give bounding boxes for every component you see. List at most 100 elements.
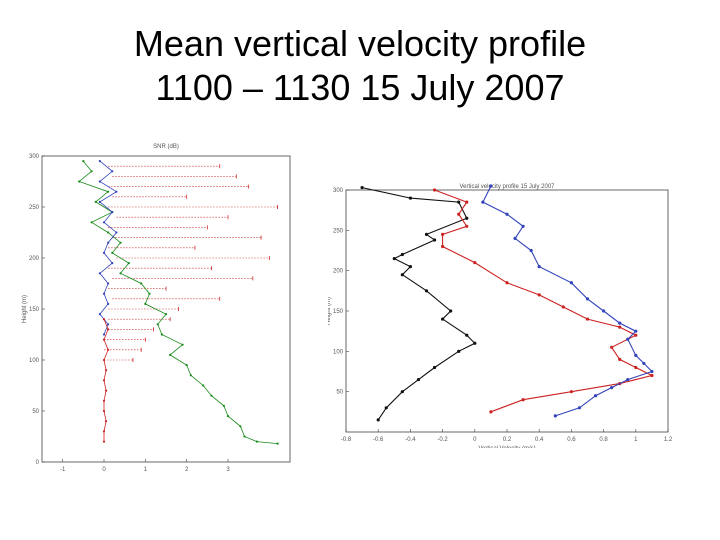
- right-series-1-point-3: [465, 224, 469, 228]
- left-series-1-point-13: [102, 292, 106, 295]
- right-series-2-point-20: [553, 414, 557, 418]
- right-x-tick-label-1: -0.6: [373, 437, 384, 443]
- left-series-2-point-2: [102, 338, 106, 341]
- left-series-2-point-8: [102, 399, 106, 402]
- right-series-2-point-0: [489, 184, 493, 188]
- right-series-2-point-2: [505, 212, 509, 216]
- left-series-0-point-2: [78, 180, 81, 183]
- left-series-0-point-0: [82, 160, 85, 163]
- left-series-0-point-19: [169, 353, 172, 356]
- right-series-0-point-11: [449, 309, 453, 313]
- right-series-2-point-11: [634, 329, 638, 333]
- left-y-tick-label-5: 250: [29, 205, 40, 211]
- right-series-1-point-18: [569, 390, 573, 394]
- right-series-0-point-5: [432, 238, 437, 242]
- right-series-2-point-8: [585, 297, 590, 301]
- right-series-0-point-18: [400, 390, 404, 394]
- right-series-1-point-2: [457, 212, 461, 216]
- left-y-axis-label: Height (m): [22, 295, 28, 323]
- right-x-axis-label: Vertical Velocity (m/s): [478, 446, 535, 448]
- left-series-0-point-29: [276, 442, 279, 445]
- left-series-1-point-15: [98, 313, 101, 316]
- left-series-0-point-21: [189, 374, 192, 377]
- right-series-1-line: [434, 189, 654, 413]
- right-series-0-point-14: [473, 341, 477, 345]
- right-series-1-point-7: [505, 281, 509, 285]
- right-series-2-point-13: [634, 353, 638, 357]
- left-series-1-point-3: [115, 190, 118, 193]
- right-series-2-point-16: [626, 377, 630, 382]
- left-series-1-point-11: [98, 272, 101, 275]
- right-x-tick-label-4: 0: [473, 437, 477, 443]
- right-y-tick-label-4: 250: [333, 228, 344, 234]
- right-series-0-point-2: [457, 200, 461, 204]
- left-series-0-point-8: [119, 241, 122, 244]
- right-series-2-point-1: [481, 200, 485, 204]
- left-y-tick-label-3: 150: [29, 307, 40, 313]
- left-y-tick-label-1: 50: [32, 409, 39, 415]
- left-series-1-line: [99, 160, 118, 335]
- right-series-0-point-19: [384, 406, 388, 410]
- left-series-0-point-22: [202, 384, 205, 387]
- right-series-0-point-9: [400, 273, 404, 277]
- left-chart-title: SNR (dB): [153, 144, 179, 150]
- right-series-0-point-10: [424, 289, 429, 293]
- vertical-velocity-profile-chart: -0.8 -0.6 -0.4 -0.2 0 0.2 0.4 0.6 0.8 1 1.2 50 100 15…: [328, 184, 673, 448]
- left-series-0-point-4: [94, 200, 97, 203]
- right-y-tick-label-0: 50: [336, 390, 343, 396]
- left-series-0-point-1: [90, 170, 93, 173]
- left-y-tick-label-0: 0: [36, 460, 40, 466]
- right-series-1-point-10: [585, 317, 590, 321]
- left-series-0-line: [78, 160, 278, 444]
- left-series-1-point-2: [98, 180, 101, 183]
- right-x-tick-label-0: -0.8: [341, 437, 352, 443]
- left-series-0-point-7: [107, 231, 110, 234]
- left-series-0-point-6: [90, 221, 93, 224]
- right-series-1-point-8: [537, 293, 541, 297]
- left-x-tick-label-3: 2: [185, 467, 189, 473]
- right-series-0-point-3: [465, 216, 469, 220]
- right-series-2-point-10: [618, 321, 622, 325]
- left-series-0-point-26: [239, 425, 242, 428]
- right-y-tick-label-5: 300: [333, 188, 344, 194]
- right-series-0-point-12: [441, 317, 445, 321]
- left-x-tick-label-1: 0: [102, 467, 106, 473]
- left-x-tick-label-0: -1: [60, 467, 66, 473]
- right-series-0-point-16: [432, 365, 437, 370]
- left-series-1-point-12: [107, 282, 110, 285]
- left-series-0-point-16: [156, 323, 159, 326]
- right-series-0-point-7: [392, 256, 396, 261]
- left-series-2-point-11: [102, 430, 106, 433]
- left-series-0-point-23: [210, 394, 213, 397]
- left-series-1-point-5: [111, 211, 114, 214]
- left-series-0-point-20: [185, 364, 188, 367]
- right-series-2-point-4: [513, 236, 517, 240]
- left-series-1-point-4: [98, 200, 101, 203]
- right-series-2-point-14: [642, 361, 646, 366]
- right-series-0-point-8: [408, 265, 412, 269]
- left-series-0-point-27: [243, 435, 246, 438]
- left-series-0-point-9: [111, 251, 114, 254]
- right-series-0-point-6: [400, 252, 404, 257]
- left-series-2-point-3: [107, 348, 110, 351]
- right-x-tick-label-8: 0.8: [599, 437, 608, 443]
- right-series-1-point-11: [618, 325, 622, 329]
- right-series-1-point-1: [465, 200, 469, 204]
- right-x-tick-label-7: 0.6: [567, 437, 576, 443]
- title-line-1: Mean vertical velocity profile: [133, 23, 587, 64]
- right-y-tick-label-2: 150: [333, 309, 344, 315]
- right-series-2-point-18: [593, 394, 598, 398]
- right-series-1-point-0: [432, 188, 437, 192]
- left-series-0-point-14: [144, 302, 147, 305]
- right-series-0-point-15: [457, 349, 461, 353]
- right-x-tick-label-5: 0.2: [503, 437, 512, 443]
- right-series-2-point-3: [521, 224, 525, 228]
- left-series-0-point-24: [222, 404, 225, 407]
- right-series-2-point-7: [569, 281, 573, 285]
- right-x-tick-label-9: 1: [634, 437, 638, 443]
- left-series-1-point-7: [115, 231, 118, 234]
- right-series-2-point-12: [626, 337, 630, 341]
- right-series-0-point-1: [408, 196, 412, 200]
- left-series-2-point-12: [102, 440, 106, 443]
